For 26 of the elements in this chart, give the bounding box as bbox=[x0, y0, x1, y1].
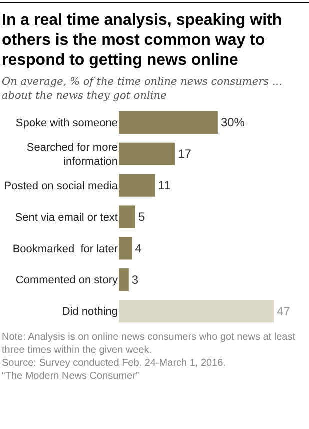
y-tick-label: Searched for more information bbox=[26, 142, 118, 168]
bar bbox=[119, 174, 156, 197]
source-note: Source: Survey conducted Feb. 24-March 1, 2016. bbox=[2, 357, 228, 370]
bar bbox=[119, 206, 136, 228]
bar bbox=[119, 142, 176, 166]
bar bbox=[119, 268, 129, 292]
y-tick-label: Spoke with someone bbox=[16, 118, 118, 130]
data-label: 47 bbox=[277, 304, 291, 318]
chart-title: In a real time analysis, speaking with others is the most common way to respond to getting news online bbox=[2, 11, 284, 71]
data-label: 30% bbox=[220, 116, 246, 130]
data-label: 4 bbox=[135, 241, 142, 256]
data-label: 5 bbox=[138, 210, 146, 224]
y-tick-label: Sent via email or text bbox=[15, 212, 118, 224]
bar bbox=[119, 111, 218, 134]
data-label: 3 bbox=[132, 272, 139, 287]
chart-subtitle: On average, % of the time online news consumers ... about the news they got online bbox=[2, 75, 284, 103]
text: “The Modern News Consumer” bbox=[2, 370, 140, 383]
y-tick-label: Bookmarked for later bbox=[12, 243, 118, 256]
data-label: 17 bbox=[178, 147, 192, 162]
bar bbox=[119, 300, 274, 323]
text: Note: Analysis is on online news consumers who got news at least three times within the given week. bbox=[2, 331, 296, 357]
y-tick-label: Commented on story bbox=[16, 274, 118, 287]
y-tick-label: Posted on social media bbox=[4, 180, 119, 192]
data-label: 11 bbox=[158, 178, 172, 193]
bar bbox=[119, 237, 132, 260]
y-tick-label: Did nothing bbox=[62, 306, 118, 318]
